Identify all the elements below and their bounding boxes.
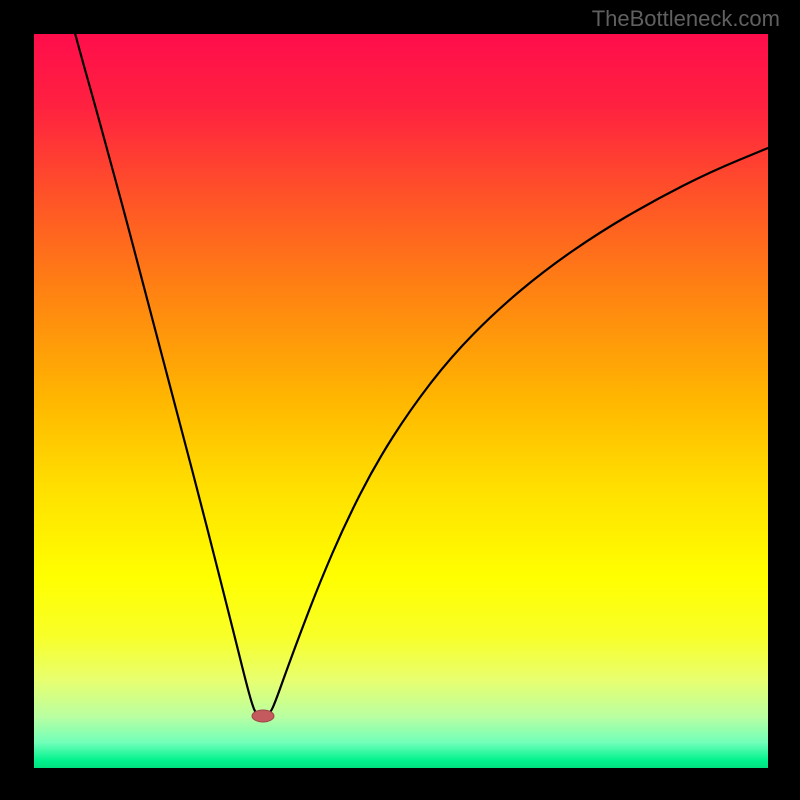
chart-container: TheBottleneck.com (0, 0, 800, 800)
plot-background-gradient (34, 34, 768, 768)
minimum-marker (252, 710, 274, 722)
watermark-text: TheBottleneck.com (592, 6, 780, 32)
bottleneck-chart (0, 0, 800, 800)
